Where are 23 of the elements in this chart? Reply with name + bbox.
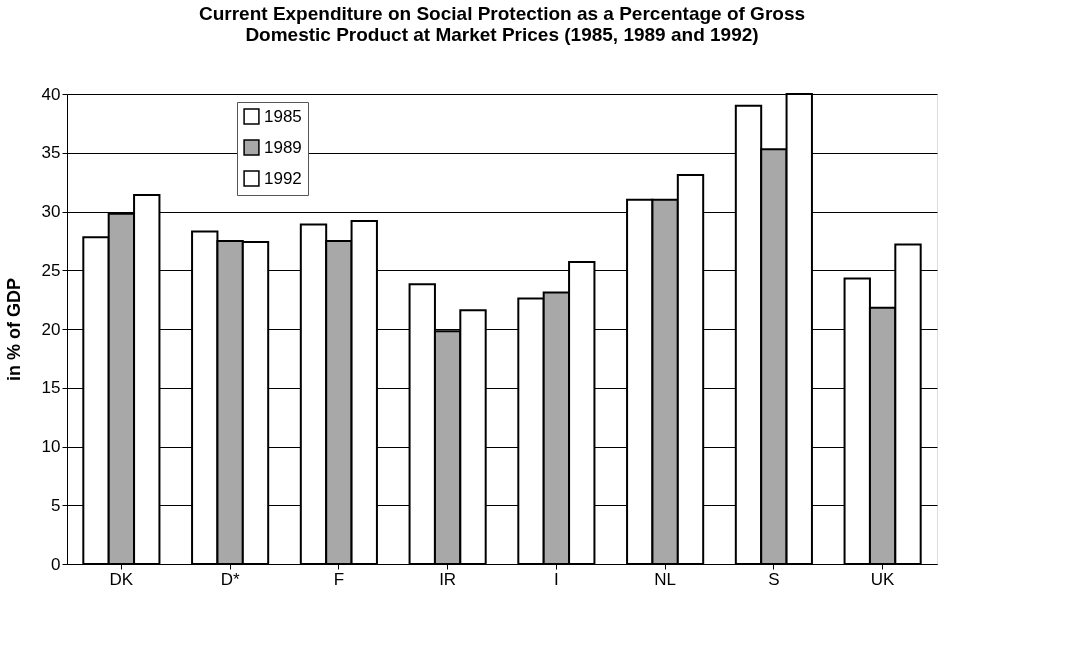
legend-label: 1989 bbox=[264, 137, 302, 157]
y-axis-title: in % of GDP bbox=[3, 278, 24, 381]
y-tick-label: 25 bbox=[41, 260, 61, 280]
legend-label: 1985 bbox=[264, 106, 302, 126]
x-tick-label: F bbox=[333, 569, 345, 589]
text: Domestic Product at Market Prices (1985, 1989 and 1992) bbox=[245, 24, 759, 45]
y-tick-label: 20 bbox=[41, 319, 61, 339]
y-tick-label: 10 bbox=[41, 437, 61, 456]
y-tick-label: 35 bbox=[41, 143, 61, 163]
x-tick-label: DK bbox=[109, 569, 134, 589]
x-tick-label: S bbox=[768, 569, 780, 589]
x-tick-label: UK bbox=[870, 569, 896, 589]
x-tick-label: I bbox=[554, 569, 559, 589]
y-tick-label: 30 bbox=[41, 202, 61, 221]
y-tick-label: 5 bbox=[51, 495, 61, 515]
y-tick-label: 15 bbox=[41, 378, 61, 398]
x-tick-label: NL bbox=[654, 569, 676, 589]
y-tick-label: 0 bbox=[51, 554, 61, 574]
x-tick-label: IR bbox=[439, 569, 457, 589]
y-tick-label: 40 bbox=[41, 84, 61, 104]
text: Current Expenditure on Social Protection as a Percentage of Gross bbox=[198, 3, 806, 24]
x-tick-label: D* bbox=[220, 569, 240, 589]
legend-label: 1992 bbox=[264, 168, 302, 188]
